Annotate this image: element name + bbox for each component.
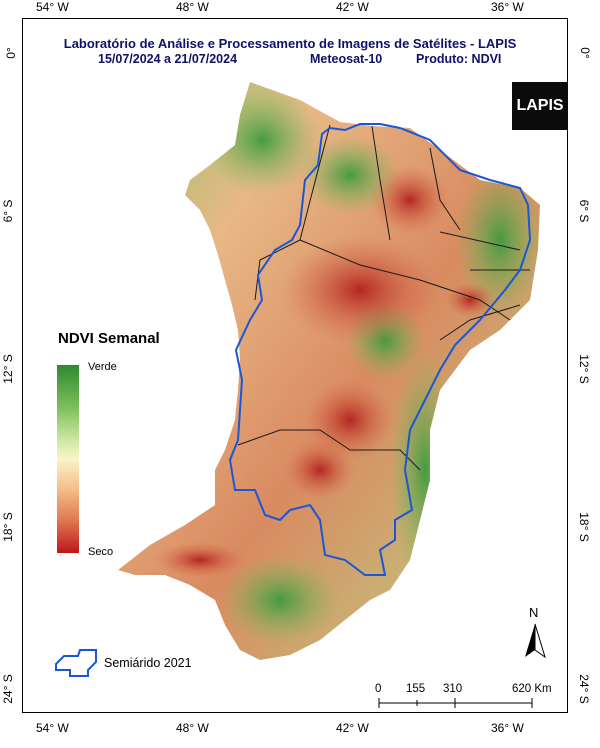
map-title: Laboratório de Análise e Processamento d…	[63, 36, 517, 51]
state-border	[439, 304, 521, 341]
bottom-lon-label: 42° W	[336, 721, 369, 735]
product-label: Produto: NDVI	[416, 52, 502, 66]
bottom-lon-label: 54° W	[36, 721, 69, 735]
top-lon-label: 48° W	[176, 0, 209, 14]
legend-low-label: Seco	[88, 546, 114, 558]
semiarid-legend-label: Semiárido 2021	[104, 656, 192, 670]
semiarid-legend-icon	[55, 649, 97, 677]
north-label: N	[529, 605, 539, 620]
bottom-lon-label: 36° W	[491, 721, 524, 735]
scale-tick: 310	[443, 683, 463, 695]
ndvi-color-ramp	[57, 365, 79, 553]
state-border	[429, 147, 461, 231]
top-lon-label: 36° W	[491, 0, 524, 14]
top-lon-label: 42° W	[336, 0, 369, 14]
state-border	[237, 429, 421, 471]
scale-tick: 0	[375, 683, 382, 695]
legend-title: NDVI Semanal	[58, 330, 160, 347]
scale-tick: 620 Km	[512, 683, 552, 695]
lapis-logo: LAPIS	[512, 82, 568, 130]
north-arrow	[525, 623, 546, 659]
top-lon-label: 54° W	[36, 0, 69, 14]
satellite-label: Meteosat-10	[310, 52, 383, 66]
bottom-lon-label: 48° W	[176, 721, 209, 735]
semiarid-boundary	[228, 123, 532, 576]
legend-high-label: Verde	[88, 361, 117, 373]
state-border	[439, 231, 521, 251]
scale-tick: 155	[406, 683, 426, 695]
state-border	[371, 125, 391, 241]
period-label: 15/07/2024 a 21/07/2024	[98, 52, 238, 66]
scale-bar	[378, 698, 533, 708]
